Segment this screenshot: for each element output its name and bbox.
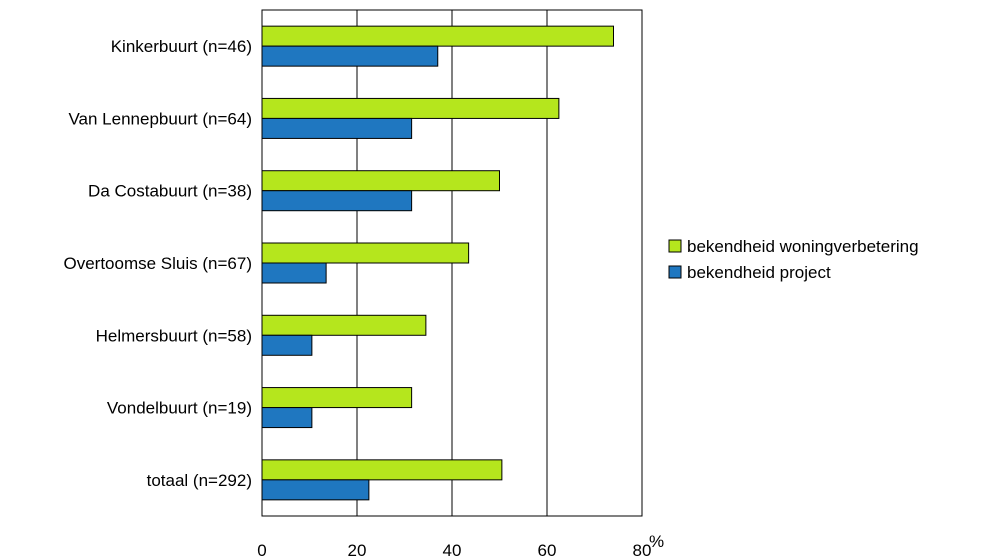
x-axis-ticks: 0 20 40 60 80 <box>257 541 651 560</box>
bar <box>262 263 326 283</box>
bar <box>262 26 614 46</box>
legend-swatch <box>669 266 681 278</box>
bar <box>262 171 500 191</box>
category-label: Helmersbuurt (n=58) <box>96 326 252 345</box>
legend-label: bekendheid woningverbetering <box>687 237 919 256</box>
bar <box>262 98 559 118</box>
category-label: Da Costabuurt (n=38) <box>88 182 252 201</box>
x-tick-label: 60 <box>538 541 557 560</box>
legend-label: bekendheid project <box>687 263 831 282</box>
legend: bekendheid woningverbetering bekendheid p… <box>669 237 919 282</box>
bars <box>262 26 614 500</box>
x-tick-label: 0 <box>257 541 266 560</box>
category-label: Vondelbuurt (n=19) <box>107 399 252 418</box>
legend-swatch <box>669 240 681 252</box>
bar <box>262 408 312 428</box>
category-label: Overtoomse Sluis (n=67) <box>64 254 253 273</box>
category-label: totaal (n=292) <box>147 471 252 490</box>
bar <box>262 335 312 355</box>
x-tick-label: 20 <box>348 541 367 560</box>
bar <box>262 460 502 480</box>
bar <box>262 243 469 263</box>
bar <box>262 191 412 211</box>
category-labels: Kinkerbuurt (n=46) Van Lennepbuurt (n=64)… <box>64 37 253 490</box>
category-label: Van Lennepbuurt (n=64) <box>68 109 252 128</box>
category-label: Kinkerbuurt (n=46) <box>111 37 252 56</box>
bar <box>262 315 426 335</box>
bar <box>262 46 438 66</box>
bar <box>262 388 412 408</box>
bar <box>262 480 369 500</box>
x-tick-label: 40 <box>443 541 462 560</box>
unit-label: % <box>649 532 664 551</box>
bar <box>262 118 412 138</box>
